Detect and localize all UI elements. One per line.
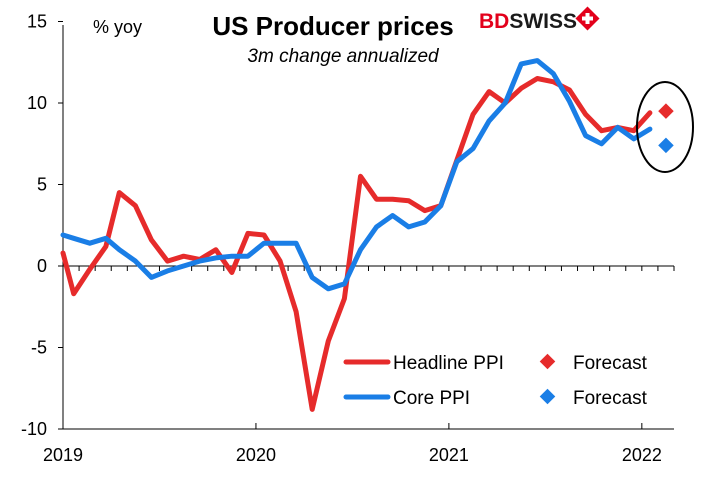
swiss-cross-icon xyxy=(575,6,600,31)
y-unit-label: % yoy xyxy=(93,17,142,37)
legend-label-headline: Headline PPI xyxy=(393,353,504,374)
legend-marker-headline-forecast xyxy=(539,353,556,370)
y-axis-ticks: -10 -5 0 5 10 15 xyxy=(21,12,63,439)
y-tick-label: 10 xyxy=(27,93,47,113)
series-line-core-ppi xyxy=(60,58,653,292)
legend-label-core: Core PPI xyxy=(393,388,470,409)
chart-subtitle: 3m change annualized xyxy=(247,46,440,67)
y-tick-label: -10 xyxy=(21,419,47,439)
x-tick-label: 2021 xyxy=(429,445,469,465)
x-tick-label: 2020 xyxy=(236,445,276,465)
forecast-highlight-ellipse xyxy=(636,81,694,173)
forecast-marker-headline xyxy=(658,103,674,119)
series-line-headline-ppi xyxy=(60,76,653,412)
legend: Headline PPI Forecast Core PPI Forecast xyxy=(343,353,648,409)
bdswiss-logo: BDSWISS xyxy=(479,6,600,33)
legend-marker-core-forecast xyxy=(539,388,556,405)
x-tick-label: 2019 xyxy=(43,445,83,465)
y-tick-label: 5 xyxy=(37,175,47,195)
legend-label-headline-forecast: Forecast xyxy=(573,353,648,374)
x-tick-label: 2022 xyxy=(622,445,662,465)
forecast-group xyxy=(658,103,674,154)
chart-title: US Producer prices xyxy=(212,11,453,41)
y-tick-label: 15 xyxy=(27,12,47,32)
forecast-marker-core xyxy=(658,137,674,154)
y-tick-label: 0 xyxy=(37,256,47,276)
series-group xyxy=(60,58,653,412)
legend-label-core-forecast: Forecast xyxy=(573,388,648,409)
y-tick-label: -5 xyxy=(31,338,47,358)
svg-text:BDSWISS: BDSWISS xyxy=(479,10,577,33)
x-axis-ticks: 2019 2020 2021 2022 xyxy=(43,266,675,465)
